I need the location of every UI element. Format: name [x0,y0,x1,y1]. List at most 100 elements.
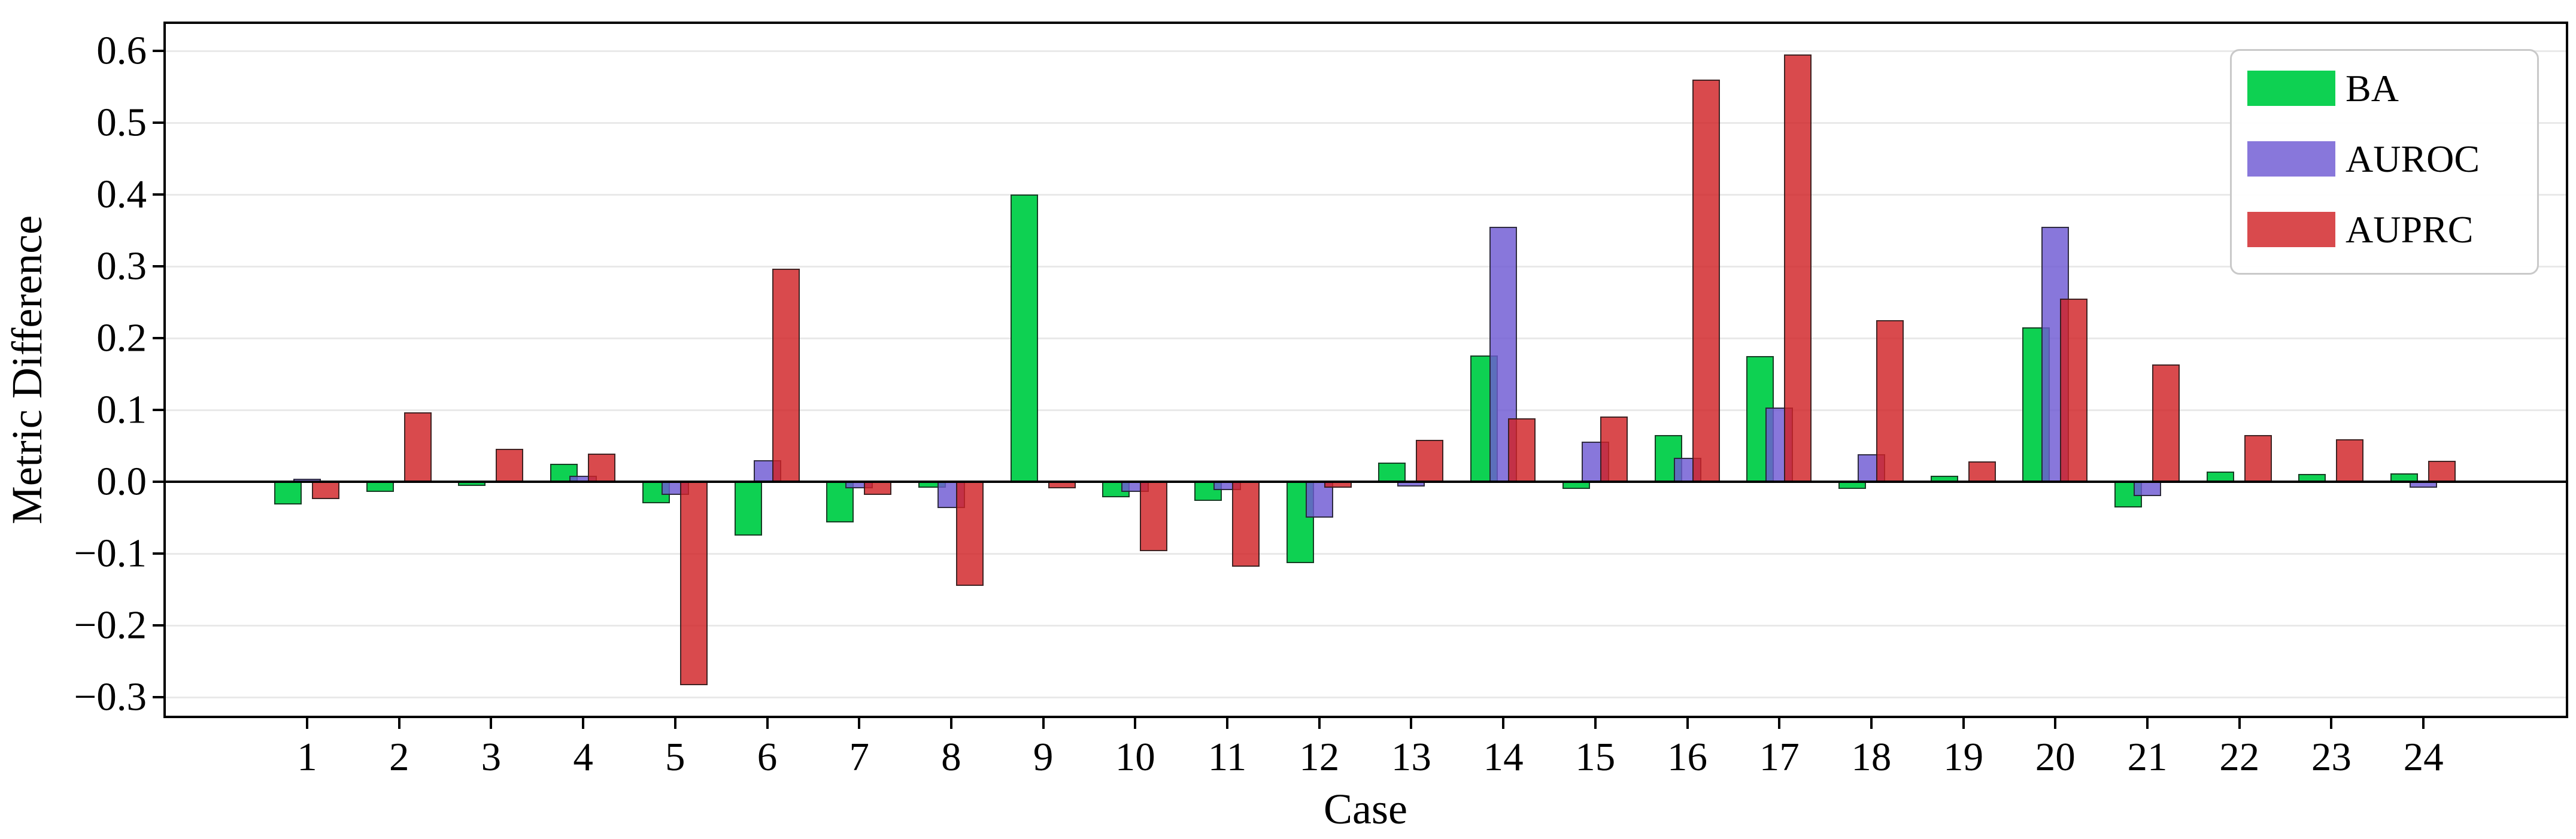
bar-ba-case-13 [1378,462,1406,482]
x-tick-label-15: 15 [1575,735,1616,779]
bar-auprc-case-7 [864,482,892,495]
bar-auprc-case-24 [2428,461,2456,482]
x-tick-label-4: 4 [573,735,593,779]
y-tick-0.0 [153,481,166,483]
y-tick-0.3 [153,265,166,267]
y-gridline-0.4 [166,194,2566,196]
x-tick-label-14: 14 [1483,735,1524,779]
x-axis-label: Case [1324,785,1407,833]
y-gridline-0.1 [166,409,2566,411]
y-tick-−0.3 [153,696,166,698]
bar-auprc-case-19 [1968,461,1996,482]
y-tick-label-0.0: 0.0 [96,459,147,504]
bar-ba-case-1 [274,482,302,505]
x-tick-3 [490,716,493,729]
y-tick-−0.2 [153,624,166,627]
y-gridline-0.2 [166,338,2566,339]
bar-auprc-case-1 [312,482,339,499]
x-tick-6 [766,716,769,729]
bar-auprc-case-5 [679,482,708,685]
y-gridline-−0.1 [166,553,2566,555]
top-spine [163,22,2568,24]
x-tick-21 [2146,716,2149,729]
legend-label-auroc: AUROC [2346,138,2480,180]
x-tick-label-6: 6 [757,735,778,779]
y-gridline-−0.2 [166,625,2566,627]
left-spine [163,24,166,718]
x-tick-17 [1778,716,1781,729]
legend-swatch-auprc [2247,212,2335,247]
x-tick-13 [1410,716,1413,729]
bar-ba-case-7 [826,482,854,523]
legend-label-auprc: AUPRC [2346,208,2474,251]
x-tick-5 [673,716,676,729]
x-tick-label-13: 13 [1391,735,1431,779]
x-tick-22 [2238,716,2241,729]
y-gridline-0.6 [166,50,2566,52]
x-tick-label-22: 22 [2219,735,2260,779]
y-tick-label-−0.2: −0.2 [74,603,147,648]
bar-auprc-case-18 [1876,320,1904,482]
legend: BA AUROC AUPRC [2230,49,2539,275]
x-tick-12 [1318,716,1321,729]
x-tick-1 [306,716,308,729]
x-tick-label-11: 11 [1207,735,1247,779]
bar-auprc-case-8 [955,482,984,586]
x-tick-8 [949,716,952,729]
bar-auroc-case-21 [2134,482,2161,496]
x-tick-20 [2054,716,2057,729]
x-tick-label-16: 16 [1667,735,1707,779]
x-tick-label-7: 7 [849,735,869,779]
y-tick-label-0.1: 0.1 [96,387,147,432]
y-tick-0.5 [153,121,166,124]
legend-label-ba: BA [2346,67,2399,110]
x-tick-7 [858,716,861,729]
bar-auroc-case-12 [1305,482,1333,518]
legend-row-auprc: AUPRC [2232,208,2537,251]
bar-auprc-case-22 [2244,435,2272,482]
bar-auprc-case-10 [1140,482,1168,552]
bar-auprc-case-17 [1784,54,1812,482]
x-tick-label-3: 3 [481,735,502,779]
y-tick-0.2 [153,337,166,339]
x-tick-14 [1502,716,1505,729]
right-spine [2566,24,2568,718]
x-tick-9 [1042,716,1045,729]
x-tick-2 [398,716,400,729]
legend-row-auroc: AUROC [2232,138,2537,180]
y-tick-0.6 [153,50,166,52]
bottom-spine [163,716,2568,718]
y-tick-label-0.3: 0.3 [96,244,147,288]
y-tick-label-0.5: 0.5 [96,100,147,145]
y-tick-0.4 [153,193,166,196]
y-gridline-0.3 [166,266,2566,267]
x-tick-label-17: 17 [1759,735,1800,779]
y-tick-0.1 [153,409,166,411]
x-tick-24 [2422,716,2425,729]
bar-auprc-case-14 [1508,418,1536,482]
x-tick-label-18: 18 [1851,735,1892,779]
bar-auprc-case-2 [403,412,432,482]
x-tick-18 [1870,716,1873,729]
bar-auprc-case-20 [2060,299,2088,482]
x-tick-label-5: 5 [665,735,685,779]
x-tick-15 [1594,716,1597,729]
y-tick-label-0.2: 0.2 [96,315,147,360]
bar-ba-case-2 [366,482,394,492]
x-tick-label-8: 8 [941,735,961,779]
x-tick-label-20: 20 [2035,735,2076,779]
x-tick-10 [1134,716,1137,729]
x-tick-label-19: 19 [1943,735,1984,779]
x-tick-19 [1962,716,1965,729]
x-tick-label-21: 21 [2127,735,2168,779]
x-tick-label-9: 9 [1033,735,1054,779]
y-tick-−0.1 [153,552,166,555]
bar-auprc-case-13 [1416,440,1444,482]
bar-auprc-case-4 [588,454,616,482]
x-tick-16 [1686,716,1689,729]
x-tick-11 [1226,716,1228,729]
x-tick-23 [2330,716,2333,729]
y-gridline-0.5 [166,122,2566,124]
bar-ba-case-9 [1010,194,1038,482]
